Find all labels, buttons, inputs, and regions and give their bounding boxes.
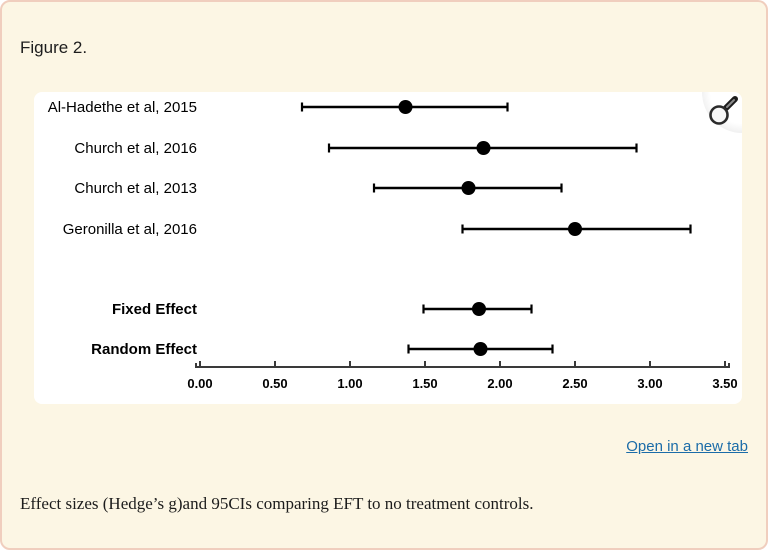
point-estimate-marker <box>473 342 488 356</box>
x-tick-label: 2.50 <box>562 376 587 391</box>
row-label: Fixed Effect <box>112 301 197 318</box>
x-tick-label: 3.00 <box>637 376 662 391</box>
x-tick-label: 3.50 <box>712 376 737 391</box>
magnifier-icon <box>709 96 738 125</box>
x-tick-label: 1.50 <box>412 376 437 391</box>
x-tick-label: 0.00 <box>187 376 212 391</box>
row-label: Church et al, 2016 <box>74 140 197 157</box>
point-estimate-marker <box>476 141 491 155</box>
x-tick-label: 0.50 <box>262 376 287 391</box>
row-label: Geronilla et al, 2016 <box>63 221 197 238</box>
open-in-new-tab-link[interactable]: Open in a new tab <box>626 438 748 455</box>
zoom-figure-button[interactable] <box>702 92 742 133</box>
point-estimate-marker <box>398 100 413 114</box>
x-tick-label: 2.00 <box>487 376 512 391</box>
x-tick-label: 1.00 <box>337 376 362 391</box>
row-label: Random Effect <box>91 341 197 358</box>
point-estimate-marker <box>568 222 582 236</box>
figure-panel: 0.00 0.50 1.00 1.50 2.00 2.50 3.00 3.50 Al-Hadet… <box>34 92 742 404</box>
point-estimate-marker <box>461 181 476 195</box>
figure-caption: Effect sizes (Hedge’s g)and 95CIs compar… <box>20 494 534 513</box>
forest-plot: 0.00 0.50 1.00 1.50 2.00 2.50 3.00 3.50 Al-Hadet… <box>48 99 738 391</box>
row-label: Al-Hadethe et al, 2015 <box>48 99 197 116</box>
row-label: Church et al, 2013 <box>74 180 197 197</box>
figure-label: Figure 2. <box>20 38 88 57</box>
point-estimate-marker <box>472 302 486 316</box>
